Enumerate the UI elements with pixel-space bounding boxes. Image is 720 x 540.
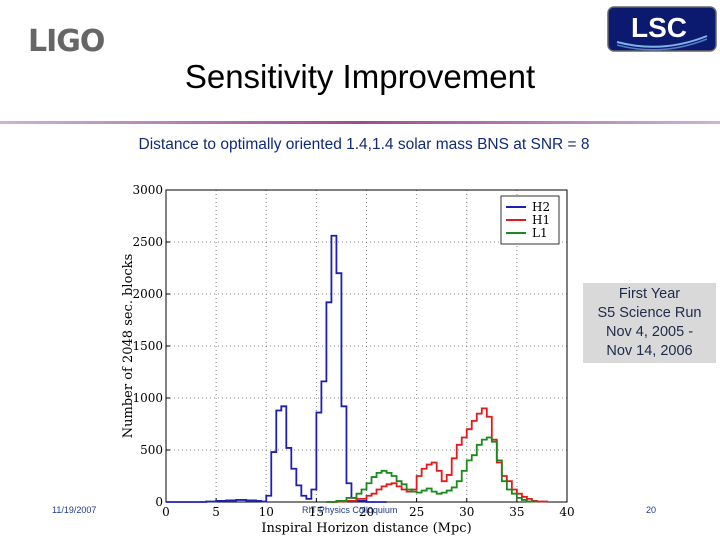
y-tick-label: 0	[155, 495, 163, 509]
x-tick-label: 35	[509, 505, 524, 519]
x-tick-label: 20	[359, 505, 374, 519]
x-tick-label: 15	[309, 505, 324, 519]
y-tick-label: 500	[140, 443, 163, 457]
x-tick-label: 30	[459, 505, 474, 519]
run-info-line-1: First Year	[618, 286, 681, 302]
run-info-box: First Year S5 Science Run Nov 4, 2005 - …	[583, 283, 716, 363]
page-number: 20	[646, 505, 657, 515]
legend-label-h2: H2	[532, 200, 550, 214]
title-divider	[0, 121, 720, 124]
run-info-line-2: S5 Science Run	[597, 305, 702, 321]
x-tick-label: 5	[212, 505, 220, 519]
x-tick-label: 25	[409, 505, 424, 519]
footer-title: RIT Physics Colloquium	[302, 505, 398, 515]
legend-label-h1: H1	[532, 213, 550, 227]
legend-label-l1: L1	[532, 226, 548, 240]
x-tick-label: 10	[259, 505, 274, 519]
y-axis-label: Number of 2048 sec. blocks	[121, 254, 136, 438]
y-tick-label: 1000	[132, 391, 163, 405]
slide-title: Sensitivity Improvement	[184, 58, 536, 95]
y-tick-label: 2000	[132, 287, 163, 301]
x-tick-label: 40	[559, 505, 574, 519]
series-line-h1	[326, 407, 548, 503]
ligo-logo-text: LIGO	[28, 24, 105, 59]
x-axis-label: Inspiral Horizon distance (Mpc)	[261, 521, 471, 536]
y-tick-label: 1500	[132, 339, 163, 353]
series-line-h2	[166, 234, 387, 503]
lsc-logo-text: LSC	[631, 12, 687, 43]
y-tick-label: 3000	[132, 183, 163, 197]
y-tick-label: 2500	[132, 235, 163, 249]
chart-subtitle: Distance to optimally oriented 1.4,1.4 s…	[138, 136, 590, 153]
run-info-line-4: Nov 14, 2006	[606, 343, 693, 359]
x-tick-label: 0	[162, 505, 170, 519]
horizon-distance-histogram: 0 5 10 15 20 25 30 35 40 0 500 1000 1500 2000 2500 3000…	[121, 183, 575, 536]
series-line-l1	[326, 436, 538, 503]
footer-date: 11/19/2007	[52, 505, 97, 515]
lsc-logo: LSC	[607, 6, 717, 52]
run-info-line-3: Nov 4, 2005 -	[605, 324, 694, 340]
